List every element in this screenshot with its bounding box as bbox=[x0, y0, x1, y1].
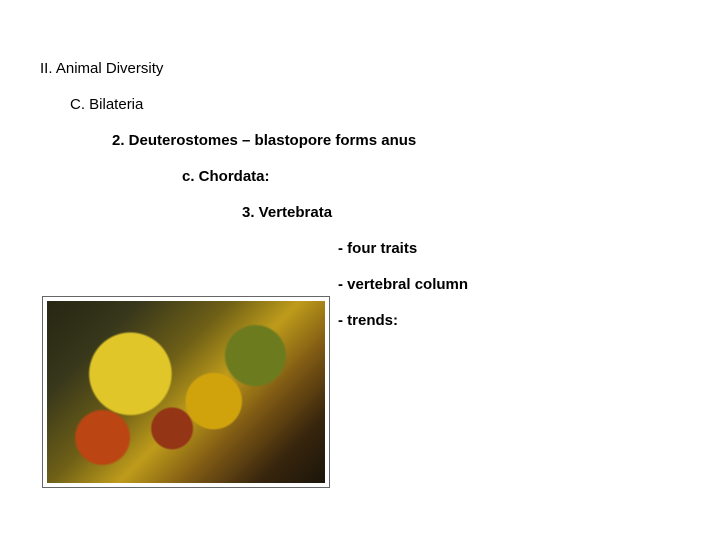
bullet-vertebral-column: - vertebral column bbox=[338, 276, 468, 293]
leaves-image-content bbox=[47, 301, 325, 483]
outline-level-4: c. Chordata: bbox=[182, 168, 270, 185]
outline-level-5: 3. Vertebrata bbox=[242, 204, 332, 221]
bullet-trends: - trends: bbox=[338, 312, 398, 329]
leaves-image bbox=[42, 296, 330, 488]
outline-level-3: 2. Deuterostomes – blastopore forms anus bbox=[112, 132, 416, 149]
slide-page: II. Animal Diversity C. Bilateria 2. Deu… bbox=[0, 0, 720, 540]
outline-level-2: C. Bilateria bbox=[70, 96, 143, 113]
bullet-four-traits: - four traits bbox=[338, 240, 417, 257]
outline-level-1: II. Animal Diversity bbox=[40, 60, 163, 77]
